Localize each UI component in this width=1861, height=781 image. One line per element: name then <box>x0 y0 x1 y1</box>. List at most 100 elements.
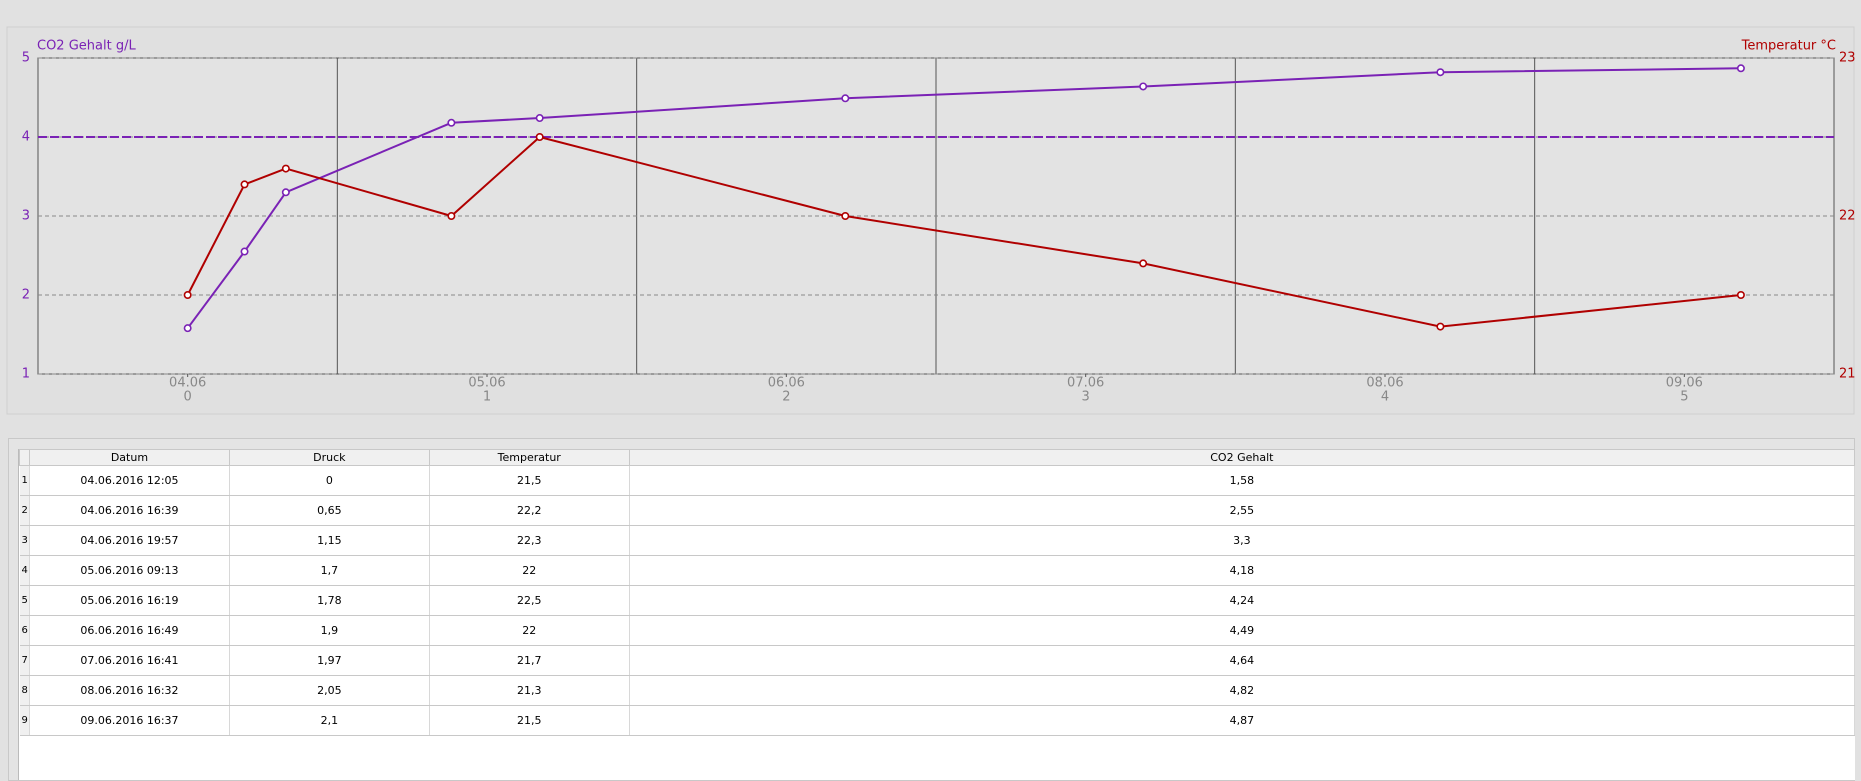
table-cell: 22 <box>429 615 630 646</box>
data-point <box>1436 68 1445 77</box>
data-point <box>1139 82 1148 91</box>
y-tick-label: 2 <box>22 288 30 303</box>
data-point <box>281 164 290 173</box>
table-cell: 05.06.2016 16:19 <box>29 585 230 616</box>
y-tick-label: 1 <box>22 367 30 382</box>
table-view: Datum Druck Temperatur CO2 Gehalt 1 04.06.201… <box>18 449 1855 780</box>
row-number: 1 <box>19 465 30 496</box>
row-number: 4 <box>19 555 30 586</box>
y2-tick-label: 23 <box>1839 51 1856 66</box>
table-row: 8 08.06.2016 16:32 2,05 21,3 4,82 <box>19 675 1855 706</box>
data-point <box>183 324 192 333</box>
y2-axis-label: Temperatur °C <box>1741 39 1836 54</box>
x-tick-date: 08.06 <box>1366 376 1403 391</box>
table-cell: 1,9 <box>229 615 430 646</box>
y-tick-label: 4 <box>22 130 30 145</box>
header-row: Datum Druck Temperatur CO2 Gehalt <box>19 449 1855 466</box>
row-number: 2 <box>19 495 30 526</box>
data-point <box>1736 64 1745 73</box>
x-tick-date: 04.06 <box>169 376 206 391</box>
column-header: Temperatur <box>428 449 630 466</box>
table-panel: Datum Druck Temperatur CO2 Gehalt 1 04.06.201… <box>8 438 1855 781</box>
table-cell: 4,87 <box>629 705 1855 736</box>
table-cell: 08.06.2016 16:32 <box>29 675 230 706</box>
corner-header <box>19 449 30 466</box>
table-cell: 21,7 <box>429 645 630 676</box>
table-cell: 21,3 <box>429 675 630 706</box>
table-cell: 3,3 <box>629 525 1855 556</box>
row-number: 3 <box>19 525 30 556</box>
table-cell: 2,1 <box>229 705 430 736</box>
data-table: Datum Druck Temperatur CO2 Gehalt 1 04.06.201… <box>19 449 1855 736</box>
table-row: 7 07.06.2016 16:41 1,97 21,7 4,64 <box>19 645 1855 676</box>
x-tick-date: 07.06 <box>1067 376 1104 391</box>
chart: CO2 Gehalt g/L Temperatur °C 12345212223… <box>6 26 1856 415</box>
column-header: CO2 Gehalt <box>628 449 1855 466</box>
data-point <box>1436 322 1445 331</box>
table-cell: 2,55 <box>629 495 1855 526</box>
y2-tick-label: 22 <box>1839 209 1856 224</box>
table-cell: 2,05 <box>229 675 430 706</box>
data-point <box>535 133 544 142</box>
table-row: 6 06.06.2016 16:49 1,9 22 4,49 <box>19 615 1855 646</box>
table-cell: 4,82 <box>629 675 1855 706</box>
data-point <box>183 290 192 299</box>
data-point <box>240 247 249 256</box>
table-cell: 22,3 <box>429 525 630 556</box>
row-number: 8 <box>19 675 30 706</box>
y-tick-label: 5 <box>22 51 30 66</box>
x-tick-label: 2 <box>782 390 790 405</box>
data-point <box>1736 290 1745 299</box>
table-cell: 04.06.2016 12:05 <box>29 465 230 496</box>
x-tick-label: 0 <box>184 390 192 405</box>
table-cell: 4,64 <box>629 645 1855 676</box>
table-cell: 4,18 <box>629 555 1855 586</box>
table-cell: 1,58 <box>629 465 1855 496</box>
y-tick-label: 3 <box>22 209 30 224</box>
y2-tick-label: 21 <box>1839 367 1856 382</box>
x-tick-label: 3 <box>1082 390 1090 405</box>
row-number: 9 <box>19 705 30 736</box>
x-tick-date: 09.06 <box>1666 376 1703 391</box>
table-cell: 06.06.2016 16:49 <box>29 615 230 646</box>
table-cell: 22,5 <box>429 585 630 616</box>
table-row: 1 04.06.2016 12:05 0 21,5 1,58 <box>19 465 1855 496</box>
data-point <box>841 94 850 103</box>
row-number: 7 <box>19 645 30 676</box>
data-point <box>535 114 544 123</box>
data-point <box>281 188 290 197</box>
table-cell: 22 <box>429 555 630 586</box>
table-cell: 04.06.2016 19:57 <box>29 525 230 556</box>
table-row: 4 05.06.2016 09:13 1,7 22 4,18 <box>19 555 1855 586</box>
data-point <box>240 180 249 189</box>
table-cell: 05.06.2016 09:13 <box>29 555 230 586</box>
data-point <box>841 212 850 221</box>
table-cell: 4,24 <box>629 585 1855 616</box>
table-cell: 07.06.2016 16:41 <box>29 645 230 676</box>
table-cell: 1,15 <box>229 525 430 556</box>
table-row: 5 05.06.2016 16:19 1,78 22,5 4,24 <box>19 585 1855 616</box>
table-row: 9 09.06.2016 16:37 2,1 21,5 4,87 <box>19 705 1855 736</box>
table-cell: 21,5 <box>429 705 630 736</box>
y-axis-label: CO2 Gehalt g/L <box>37 39 136 54</box>
table-cell: 1,78 <box>229 585 430 616</box>
data-point <box>447 212 456 221</box>
x-tick-label: 4 <box>1381 390 1389 405</box>
table-cell: 1,97 <box>229 645 430 676</box>
row-number: 5 <box>19 585 30 616</box>
row-number: 6 <box>19 615 30 646</box>
data-point <box>1139 259 1148 268</box>
x-tick-label: 5 <box>1680 390 1688 405</box>
x-tick-date: 05.06 <box>468 376 505 391</box>
data-point <box>447 118 456 127</box>
x-tick-label: 1 <box>483 390 491 405</box>
table-cell: 09.06.2016 16:37 <box>29 705 230 736</box>
table-cell: 22,2 <box>429 495 630 526</box>
table-cell: 0,65 <box>229 495 430 526</box>
table-cell: 1,7 <box>229 555 430 586</box>
table-cell: 21,5 <box>429 465 630 496</box>
column-header: Datum <box>28 449 230 466</box>
x-tick-date: 06.06 <box>768 376 805 391</box>
table-cell: 04.06.2016 16:39 <box>29 495 230 526</box>
